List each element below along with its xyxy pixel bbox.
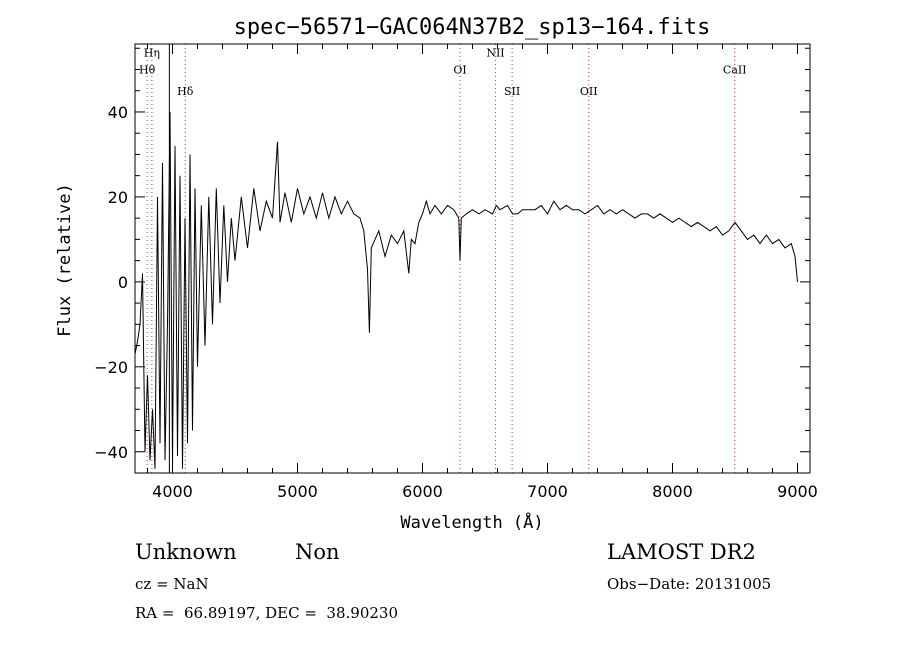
y-axis-label: Flux (relative) — [55, 183, 75, 337]
x-tick-label: 7000 — [527, 482, 568, 501]
spectrum-series-line — [134, 111, 798, 469]
x-tick-label: 9000 — [777, 482, 818, 501]
line-label: NII — [486, 47, 504, 60]
observation-date-text: Obs−Date: 20131005 — [607, 575, 772, 593]
y-tick-label: 40 — [108, 103, 128, 122]
y-tick-label: −40 — [94, 443, 128, 462]
spectral-class-label: Unknown — [135, 540, 237, 564]
chart-title: spec−56571−GAC064N37B2_sp13−164.fits — [234, 15, 711, 40]
line-label: OI — [453, 64, 466, 77]
x-axis-label: Wavelength (Å) — [400, 511, 543, 533]
y-tick-label: 20 — [108, 188, 128, 207]
plot-frame — [134, 43, 811, 474]
y-tick-labels: −40 −20 0 20 40 — [94, 103, 128, 462]
x-tick-label: 8000 — [652, 482, 693, 501]
spectral-subclass-label: Non — [295, 540, 340, 564]
y-tick-label: 0 — [118, 273, 128, 292]
survey-label: LAMOST DR2 — [607, 540, 756, 564]
line-label: Hδ — [177, 85, 194, 98]
line-label: SII — [504, 85, 520, 98]
x-tick-labels: 4000 5000 6000 7000 8000 9000 — [152, 482, 818, 501]
line-label: CaII — [723, 64, 747, 77]
line-label: Hθ — [139, 64, 156, 77]
y-tick-label: −20 — [94, 358, 128, 377]
coordinates-text: RA = 66.89197, DEC = 38.90230 — [135, 604, 399, 622]
emission-line-labels: Hη Hθ Hδ NII OI SII OII CaII — [139, 47, 747, 98]
line-label: OII — [580, 85, 598, 98]
line-label: Hη — [144, 47, 160, 60]
axis-ticks — [135, 44, 810, 474]
x-tick-label: 6000 — [402, 482, 443, 501]
x-tick-label: 5000 — [277, 482, 318, 501]
x-tick-label: 4000 — [152, 482, 193, 501]
redshift-text: cz = NaN — [135, 575, 209, 593]
